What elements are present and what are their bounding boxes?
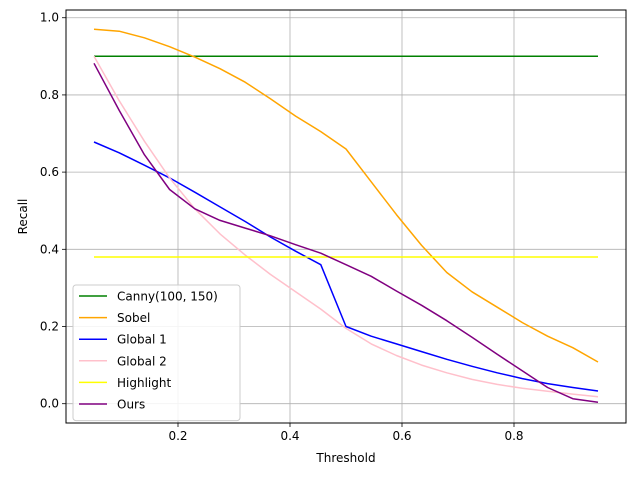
- x-tick-label: 0.8: [504, 429, 523, 443]
- legend-label: Highlight: [117, 376, 171, 390]
- legend-box: [72, 284, 241, 422]
- y-tick-label: 1.0: [40, 11, 59, 25]
- x-tick-label: 0.6: [392, 429, 411, 443]
- x-axis-label: Threshold: [315, 451, 375, 465]
- x-tick-label: 0.2: [168, 429, 187, 443]
- y-tick-label: 0.8: [40, 88, 59, 102]
- series-line-ours: [93, 62, 599, 403]
- axis-ticks: 0.2 0.4 0.6 0.8 0.0 0.2 0.4 0.6 0.8 1.0: [40, 11, 524, 443]
- series-line-global-2: [93, 55, 599, 398]
- legend-label: Ours: [117, 398, 145, 412]
- y-tick-label: 0.6: [40, 165, 59, 179]
- legend-label: Global 2: [117, 354, 167, 368]
- series-lines: [93, 28, 599, 403]
- legend-label: Sobel: [117, 311, 150, 325]
- y-tick-label: 0.4: [40, 242, 59, 256]
- series-line-global-1: [93, 141, 599, 392]
- legend-label: Canny(100, 150): [117, 290, 218, 304]
- series-line-sobel: [93, 28, 599, 363]
- plot-frame: [65, 9, 627, 424]
- y-tick-label: 0.0: [40, 397, 59, 411]
- legend-label: Global 1: [117, 333, 167, 347]
- legend: Canny(100, 150) Sobel Global 1 Global 2 High…: [72, 284, 241, 422]
- y-tick-label: 0.2: [40, 320, 59, 334]
- x-tick-label: 0.4: [280, 429, 299, 443]
- y-axis-label: Recall: [16, 199, 30, 235]
